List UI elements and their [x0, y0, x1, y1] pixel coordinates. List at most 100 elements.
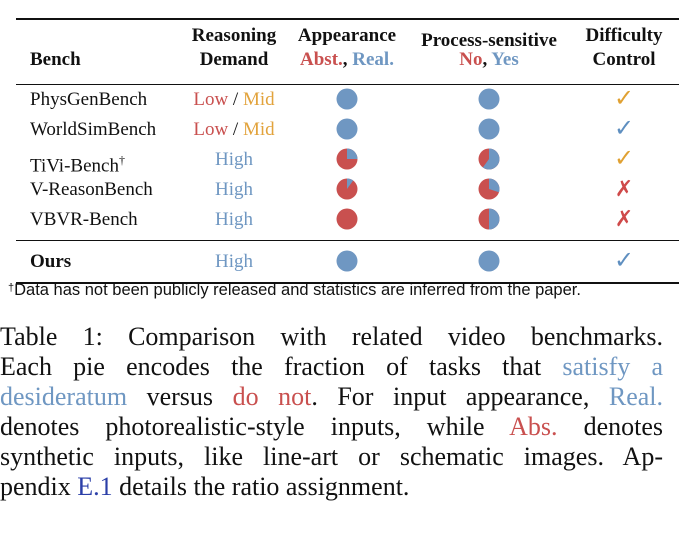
caption-line-4: denotes photorealistic-style inputs, whi… [0, 412, 663, 442]
bench-name-text: Ours [30, 251, 72, 272]
table-header-rule [16, 84, 679, 85]
caption-l3d: . For input appearance, [311, 382, 609, 411]
appearance-pie [336, 250, 358, 277]
caption-line-6: pendix E.1 details the ratio assignment. [0, 472, 663, 502]
check-icon: ✓ [613, 248, 635, 274]
caption-line-2: Each pie encodes the fraction of tasks t… [0, 352, 663, 382]
appearance-pie-chart [336, 88, 358, 110]
pie-slice-positive [336, 118, 358, 140]
caption-l6a: pendix [0, 472, 78, 501]
check-icon: ✓ [613, 116, 635, 142]
appendix-link[interactable]: E.1 [77, 472, 113, 501]
bench-name-text: PhysGenBench [30, 89, 148, 110]
process-pie-chart [478, 88, 500, 110]
reasoning-high: High [215, 209, 253, 230]
appearance-pie-chart [336, 208, 358, 230]
reasoning-demand: High [174, 179, 294, 201]
process-pie [478, 88, 500, 115]
bench-name: VBVR-Bench [30, 209, 138, 231]
pie-slice-positive [336, 250, 358, 272]
appearance-pie-chart [336, 178, 358, 200]
reasoning-demand: High [174, 251, 294, 273]
footnote-text: Data has not been publicly released and … [14, 281, 581, 299]
pie-slice-positive [482, 148, 500, 170]
header-process-no: No [459, 49, 483, 70]
reasoning-low: Low [193, 119, 229, 140]
table-ours-rule [16, 240, 679, 241]
caption-l2a: Each pie encodes the fraction of tasks t… [0, 352, 563, 381]
caption-do-not: do not [232, 382, 312, 411]
cross-icon: ✗ [614, 176, 634, 201]
header-appearance-line1: Appearance [297, 25, 397, 46]
process-pie [478, 148, 500, 175]
caption-l1: Table 1: Comparison with related video b… [0, 322, 663, 351]
reasoning-low: Low [193, 89, 229, 110]
pie-slice-positive [489, 208, 500, 230]
header-appearance-sep: , [342, 49, 353, 70]
cross-icon: ✗ [614, 206, 634, 231]
header-appearance-abst: Abst. [300, 49, 343, 70]
reasoning-mid: Mid [242, 119, 275, 140]
reasoning-mid: Mid [242, 89, 275, 110]
reasoning-sep: / [228, 89, 243, 110]
pie-slice-positive [489, 178, 500, 193]
bench-name-text: VBVR-Bench [30, 209, 138, 230]
caption-versus: versus [127, 382, 233, 411]
caption-line-5: synthetic inputs, like line-art or schem… [0, 442, 663, 472]
header-bench: Bench [30, 49, 81, 70]
caption-satisfy: satisfy a [562, 352, 664, 381]
process-pie-chart [478, 178, 500, 200]
appearance-pie [336, 178, 358, 205]
reasoning-high: High [215, 179, 253, 200]
process-pie [478, 208, 500, 235]
header-difficulty-line1: Difficulty [585, 25, 663, 46]
appearance-pie [336, 148, 358, 175]
reasoning-high: High [215, 149, 253, 170]
caption-l4a: denotes photorealistic-style inputs, whi… [0, 412, 510, 441]
process-pie-chart [478, 148, 500, 170]
reasoning-demand: High [174, 149, 294, 171]
bench-name-text: TiVi-Bench [30, 155, 119, 177]
pie-slice-positive [347, 148, 358, 159]
process-pie-chart [478, 208, 500, 230]
header-reasoning-line2: Demand [199, 49, 269, 70]
caption-desideratum: desideratum [0, 382, 128, 411]
caption-real: Real. [608, 382, 664, 411]
bench-name: PhysGenBench [30, 89, 147, 111]
pie-slice-positive [478, 118, 500, 140]
caption-l4c: denotes [557, 412, 663, 441]
table-footnote: †Data has not been publicly released and… [8, 280, 581, 300]
appearance-pie [336, 118, 358, 145]
header-appearance-real: Real. [352, 49, 394, 70]
table-bottom-rule [16, 282, 679, 284]
check-icon: ✓ [613, 146, 635, 172]
caption-l5: synthetic inputs, like line-art or schem… [0, 442, 663, 471]
appearance-pie [336, 208, 358, 235]
caption-l6c: details the ratio assignment. [112, 472, 410, 501]
pie-slice-positive [478, 250, 500, 272]
footnote-dagger: † [8, 282, 15, 294]
header-process-line2: No, Yes [409, 48, 569, 71]
header-difficulty-line2: Control [592, 49, 656, 70]
appearance-pie [336, 88, 358, 115]
reasoning-sep: / [228, 119, 243, 140]
process-pie [478, 178, 500, 205]
process-pie-chart [478, 250, 500, 272]
pie-slice-positive [347, 178, 354, 189]
reasoning-high: High [215, 251, 253, 272]
appearance-pie-chart [336, 250, 358, 272]
table-caption: Table 1: Comparison with related video b… [0, 322, 663, 502]
dagger-mark: † [118, 153, 125, 167]
header-process-sep: , [482, 49, 492, 70]
caption-line-3: desideratum versus do not. For input app… [0, 382, 663, 412]
check-icon: ✓ [613, 86, 635, 112]
bench-name: V-ReasonBench [30, 179, 153, 201]
process-pie [478, 118, 500, 145]
table-top-rule [16, 18, 679, 20]
pie-slice-positive [336, 88, 358, 110]
caption-abs: Abs. [509, 412, 558, 441]
bench-name-text: V-ReasonBench [30, 179, 153, 200]
pie-slice-negative [336, 208, 358, 230]
reasoning-demand: Low / Mid [174, 119, 294, 141]
bench-name: Ours [30, 251, 71, 273]
